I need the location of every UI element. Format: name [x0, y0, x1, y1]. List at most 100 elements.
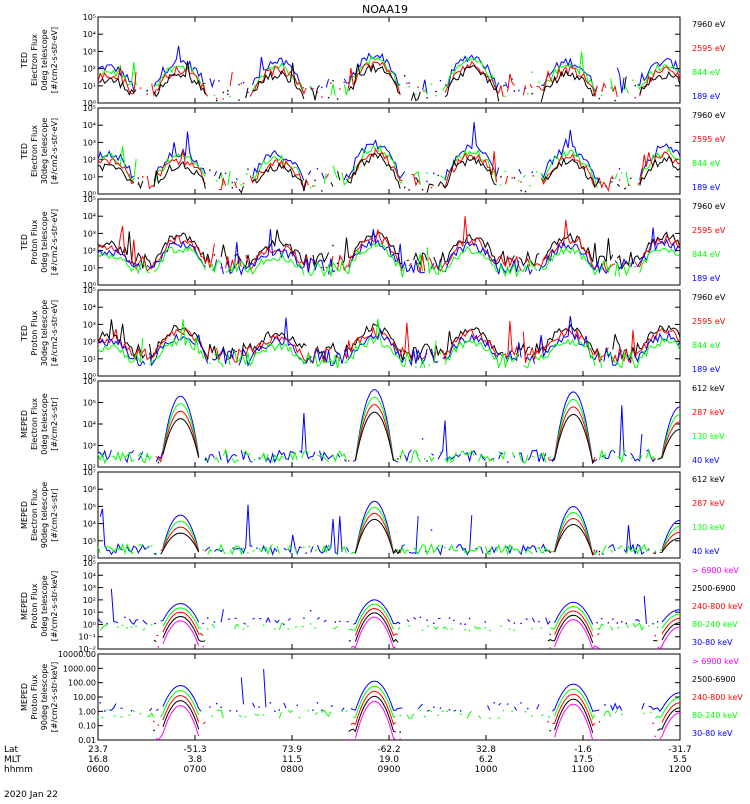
series-line-blue	[546, 618, 551, 625]
data-point-black	[532, 93, 533, 94]
series-line-red	[541, 154, 595, 187]
data-point-blue	[596, 622, 597, 623]
legend-entry: 40 keV	[692, 547, 720, 556]
x-axis-value: 17.5	[573, 755, 593, 765]
series-line-green	[98, 146, 136, 180]
plot-date: 2020 Jan 22	[4, 790, 58, 800]
data-point-black	[147, 90, 148, 91]
series-line-blue	[205, 455, 214, 463]
data-point-blue	[256, 548, 257, 549]
y-axis-label-line: [#/cm2-s-str-eV]	[50, 27, 59, 93]
legend-entry: 287 keV	[692, 408, 725, 417]
data-point-green	[310, 187, 311, 188]
data-point-green	[117, 626, 118, 627]
y-tick-label: 10¹	[83, 608, 96, 617]
data-point-blue	[408, 82, 409, 83]
y-tick-label: 10³	[83, 537, 96, 546]
data-point-blue	[507, 703, 508, 704]
data-point-green	[532, 72, 533, 73]
data-point-blue	[431, 529, 432, 530]
data-point-green	[485, 627, 486, 628]
data-point-green	[106, 709, 107, 710]
series-line-blue	[505, 82, 507, 88]
data-point-blue	[279, 709, 280, 710]
x-axis-value: 32.8	[476, 745, 496, 755]
data-point-green	[429, 364, 430, 365]
data-point-green	[549, 456, 550, 457]
y-axis-label-line: [#/cm2-s-str-eV]	[50, 300, 59, 366]
series-line-green	[617, 627, 619, 629]
y-tick-label: 10³	[83, 584, 96, 593]
data-point-black	[158, 462, 159, 463]
series-line-green	[441, 150, 497, 182]
data-point-green	[415, 366, 416, 367]
series-line-black	[311, 85, 320, 100]
data-point-green	[408, 625, 409, 626]
data-point-green	[129, 714, 130, 715]
series-line-red	[613, 87, 618, 97]
data-point-blue	[453, 620, 454, 621]
y-tick-label: 10⁵	[83, 13, 96, 22]
data-point-green	[209, 363, 210, 364]
legend-entry: 80-240 keV	[692, 620, 738, 629]
data-point-green	[254, 459, 255, 460]
data-point-blue	[621, 621, 622, 622]
legend-entry: 2500-6900	[692, 675, 736, 684]
series-line-blue	[445, 55, 499, 88]
x-axis-value: -51.3	[183, 745, 206, 755]
series-line-blue	[253, 618, 255, 619]
series-line-green	[427, 626, 429, 627]
data-point-green	[299, 717, 300, 718]
data-point-green	[464, 629, 465, 630]
data-point-green	[447, 711, 448, 712]
data-point-red	[619, 258, 620, 259]
series-line-green	[154, 153, 205, 186]
data-point-magenta	[348, 739, 349, 740]
data-point-green	[135, 626, 136, 627]
data-point-blue	[317, 702, 318, 703]
data-point-blue	[514, 622, 515, 623]
series-line-blue	[154, 623, 156, 624]
series-line-green	[611, 626, 613, 630]
data-point-green	[648, 625, 649, 626]
series-line-black	[503, 85, 505, 86]
y-axis-label-line: [#/cm2-s-str-eV]	[50, 209, 59, 275]
series-line-green	[111, 452, 133, 461]
y-tick-label: 10⁻¹	[78, 633, 96, 642]
y-tick-label: 10³	[83, 138, 96, 147]
legend-entry: 189 eV	[692, 365, 721, 374]
data-point-red	[599, 721, 600, 722]
series-line-blue	[662, 610, 680, 623]
data-point-blue	[104, 710, 105, 711]
series-line-red	[423, 91, 425, 92]
series-line-green	[631, 457, 633, 458]
data-point-blue	[449, 709, 450, 710]
data-point-blue	[317, 168, 318, 169]
data-point-green	[126, 627, 127, 628]
data-point-green	[431, 83, 432, 84]
data-point-blue	[131, 710, 132, 711]
data-point-blue	[209, 706, 210, 707]
data-point-green	[532, 715, 533, 716]
series-line-black	[163, 701, 199, 730]
series-line-red	[523, 85, 525, 95]
data-point-blue	[527, 708, 528, 709]
series-line-black	[427, 184, 434, 193]
y-axis-label: MEPEDElectron Flux90deg telescope[#/cm2-…	[20, 482, 59, 549]
series-line-green	[407, 714, 414, 719]
data-point-red	[216, 98, 217, 99]
data-point-red	[599, 554, 600, 555]
y-tick-label: 10¹	[83, 355, 96, 364]
y-axis-label: TEDProton Flux0deg telescope[#/cm2-s-str…	[20, 209, 59, 275]
series-line-green	[163, 521, 199, 551]
data-point-blue	[433, 173, 434, 174]
series-line-blue	[456, 515, 472, 554]
series-line-blue	[436, 545, 443, 554]
data-point-green	[601, 182, 602, 183]
series-line-green	[474, 626, 481, 629]
data-point-red	[635, 97, 636, 98]
series-line-blue	[407, 620, 409, 622]
y-axis-label-line: Proton Flux	[30, 674, 39, 719]
